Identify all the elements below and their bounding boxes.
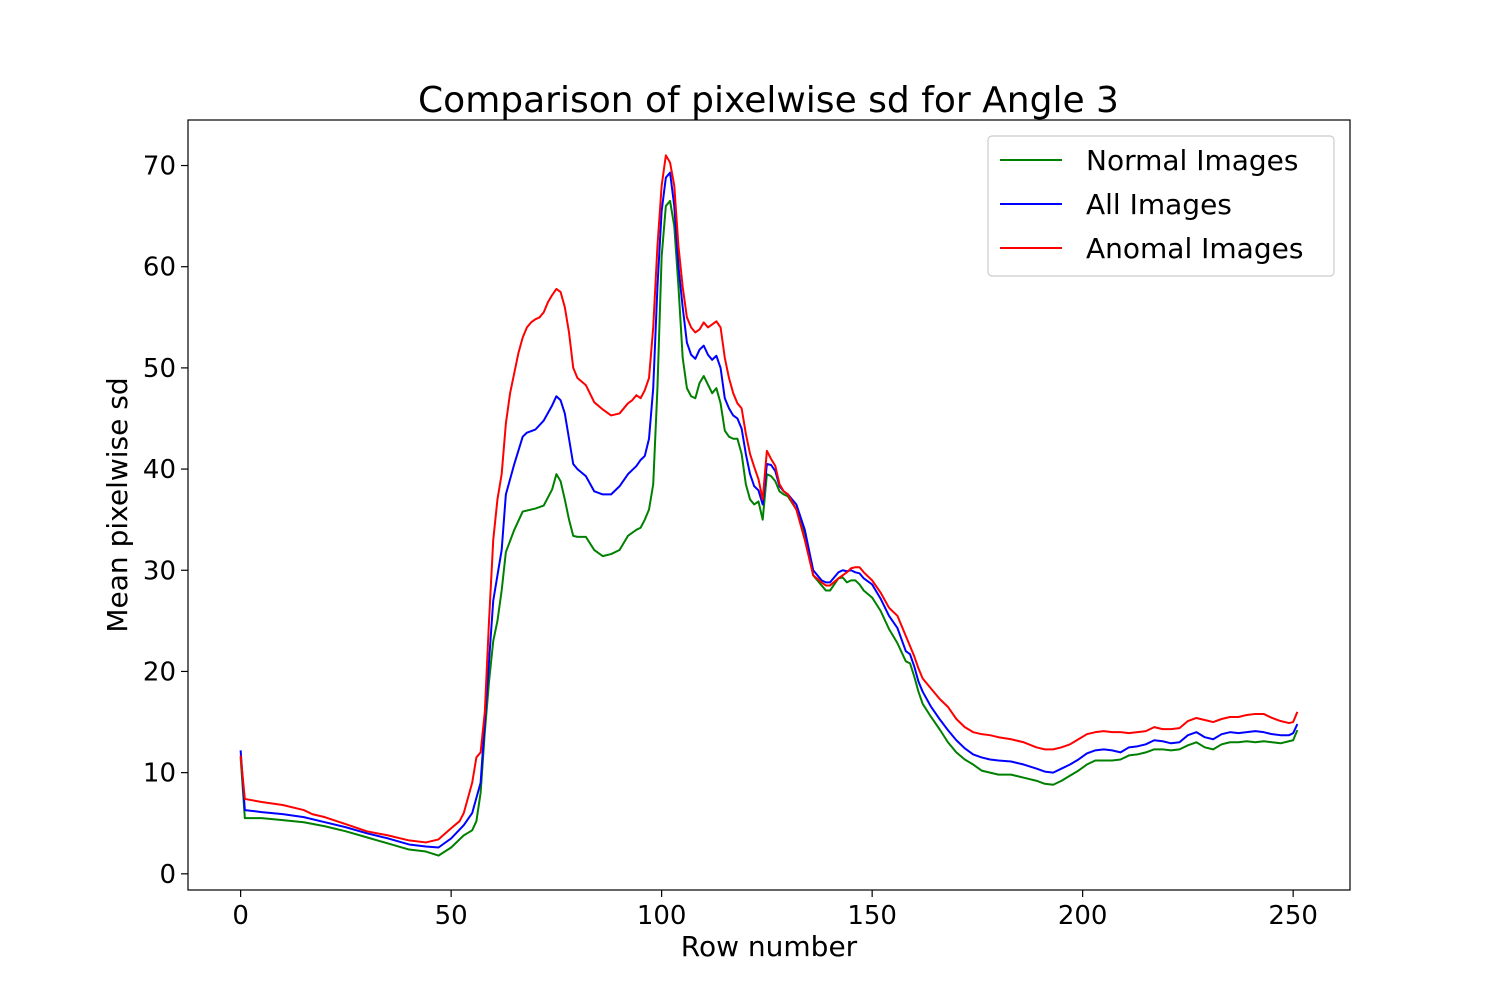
y-tick-label: 70 xyxy=(143,152,176,182)
y-axis-label: Mean pixelwise sd xyxy=(101,377,134,632)
y-axis-ticks: 0 10 20 30 40 50 60 70 xyxy=(143,152,188,890)
x-tick-label: 100 xyxy=(637,901,687,931)
y-tick-label: 10 xyxy=(143,759,176,789)
y-tick-label: 50 xyxy=(143,354,176,384)
plot-area-frame xyxy=(187,119,1351,891)
legend-label-all-images: All Images xyxy=(1086,188,1232,221)
y-tick-label: 0 xyxy=(159,860,176,890)
x-tick-label: 50 xyxy=(435,901,468,931)
legend: Normal Images All Images Anomal Images xyxy=(987,135,1335,277)
series-line-anomal-images xyxy=(239,154,1299,844)
legend-label-normal-images: Normal Images xyxy=(1086,144,1299,177)
legend-box xyxy=(987,135,1335,277)
series-line-normal-images xyxy=(239,199,1299,857)
y-tick-label: 40 xyxy=(143,455,176,485)
x-axis-label: Row number xyxy=(681,930,858,963)
series-layer xyxy=(239,154,1299,857)
x-tick-label: 150 xyxy=(847,901,897,931)
chart-title: Comparison of pixelwise sd for Angle 3 xyxy=(418,80,1119,121)
x-tick-label: 250 xyxy=(1268,901,1318,931)
x-tick-label: 200 xyxy=(1058,901,1108,931)
legend-label-anomal-images: Anomal Images xyxy=(1086,232,1303,265)
x-axis-ticks: 0 50 100 150 200 250 xyxy=(232,890,1318,931)
y-tick-label: 30 xyxy=(143,556,176,586)
x-tick-label: 0 xyxy=(232,901,249,931)
y-tick-label: 60 xyxy=(143,253,176,283)
y-tick-label: 20 xyxy=(143,657,176,687)
